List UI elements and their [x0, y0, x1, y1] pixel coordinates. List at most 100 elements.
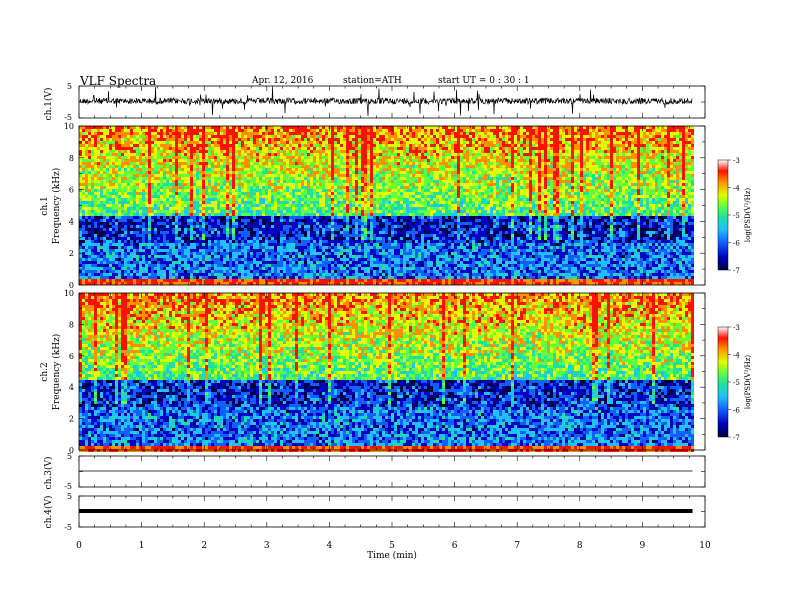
- spec1-cell: [313, 243, 316, 246]
- spec1-cell: [130, 225, 133, 228]
- spec1-cell: [253, 159, 256, 162]
- spec1-cell: [235, 159, 238, 162]
- spec1-cell: [208, 231, 211, 234]
- spec1-cell: [265, 264, 268, 267]
- spec1-cell: [187, 153, 190, 156]
- spec1-cell: [118, 261, 121, 264]
- spec1-cell: [133, 264, 136, 267]
- spec1-cell: [127, 153, 130, 156]
- spec1-cell: [343, 219, 346, 222]
- spec1-cell: [142, 261, 145, 264]
- spec1-cell: [265, 210, 268, 213]
- spec1-cell: [325, 201, 328, 204]
- spec1-cell: [214, 186, 217, 189]
- spec1-cell: [142, 240, 145, 243]
- spec1-cell: [298, 234, 301, 237]
- spec1-cell: [106, 252, 109, 255]
- spec1-cell: [286, 225, 289, 228]
- spec1-cell: [340, 222, 343, 225]
- spec1-cell: [340, 156, 343, 159]
- spec1-cell: [100, 240, 103, 243]
- spec1-cell: [121, 237, 124, 240]
- spec1-cell: [262, 282, 265, 285]
- spec1-cell: [289, 261, 292, 264]
- spec1-cell: [280, 243, 283, 246]
- spec1-cell: [340, 192, 343, 195]
- spec1-cell: [256, 165, 259, 168]
- spec1-cell: [217, 234, 220, 237]
- spec1-cell: [82, 204, 85, 207]
- spec1-cell: [241, 279, 244, 282]
- spec1-cell: [331, 273, 334, 276]
- spec1-cell: [325, 189, 328, 192]
- spec1-cell: [208, 138, 211, 141]
- spec1-cell: [292, 150, 295, 153]
- spec1-cell: [250, 249, 253, 252]
- spec1-cell: [310, 177, 313, 180]
- spec1-cell: [181, 234, 184, 237]
- spec1-cell: [268, 198, 271, 201]
- spec1-cell: [196, 279, 199, 282]
- spec1-cell: [268, 207, 271, 210]
- spec1-cell: [229, 150, 232, 153]
- spec1-cell: [238, 141, 241, 144]
- spec1-cell: [265, 141, 268, 144]
- spec1-cell: [286, 153, 289, 156]
- spec1-cell: [151, 225, 154, 228]
- spec1-cell: [295, 174, 298, 177]
- spec1-cell: [190, 135, 193, 138]
- spec1-cell: [97, 249, 100, 252]
- spec1-cell: [283, 255, 286, 258]
- spec1-cell: [325, 126, 328, 129]
- spec1-cell: [100, 141, 103, 144]
- spec1-cell: [211, 201, 214, 204]
- spec1-cell: [286, 192, 289, 195]
- spec1-cell: [136, 219, 139, 222]
- spec1-cell: [97, 264, 100, 267]
- spec1-cell: [244, 210, 247, 213]
- spec1-cell: [256, 129, 259, 132]
- spec1-cell: [202, 156, 205, 159]
- spec1-cell: [322, 195, 325, 198]
- spec1-cell: [322, 180, 325, 183]
- spec1-cell: [100, 135, 103, 138]
- spec1-cell: [115, 183, 118, 186]
- spec1-cell: [217, 180, 220, 183]
- spec1-cell: [274, 273, 277, 276]
- spec1-cell: [196, 255, 199, 258]
- spec1-cell: [199, 192, 202, 195]
- spec1-cell: [223, 267, 226, 270]
- spec1-cell: [97, 279, 100, 282]
- spec1-cell: [226, 258, 229, 261]
- spec1-cell: [217, 135, 220, 138]
- spec1-cell: [229, 225, 232, 228]
- spec1-cell: [124, 165, 127, 168]
- spec1-cell: [226, 243, 229, 246]
- spec1-cell: [259, 210, 262, 213]
- spec1-cell: [316, 231, 319, 234]
- spec1-cell: [175, 267, 178, 270]
- spec1-cell: [223, 144, 226, 147]
- spec1-cell: [130, 276, 133, 279]
- spec1-cell: [292, 177, 295, 180]
- spec1-cell: [241, 168, 244, 171]
- spec1-cell: [163, 162, 166, 165]
- spec1-cell: [166, 252, 169, 255]
- spec1-cell: [85, 270, 88, 273]
- spec1-cell: [214, 132, 217, 135]
- spec1-cell: [88, 204, 91, 207]
- spec1-cell: [115, 240, 118, 243]
- spec1-cell: [325, 264, 328, 267]
- spec1-cell: [97, 276, 100, 279]
- spec1-cell: [127, 213, 130, 216]
- spec1-cell: [331, 153, 334, 156]
- spec1-cell: [142, 180, 145, 183]
- spec1-cell: [115, 201, 118, 204]
- spec1-cell: [238, 249, 241, 252]
- spec1-cell: [145, 273, 148, 276]
- spec1-cell: [118, 237, 121, 240]
- spec1-cell: [244, 162, 247, 165]
- spec1-cell: [214, 192, 217, 195]
- spec1-cell: [127, 129, 130, 132]
- spec1-cell: [271, 147, 274, 150]
